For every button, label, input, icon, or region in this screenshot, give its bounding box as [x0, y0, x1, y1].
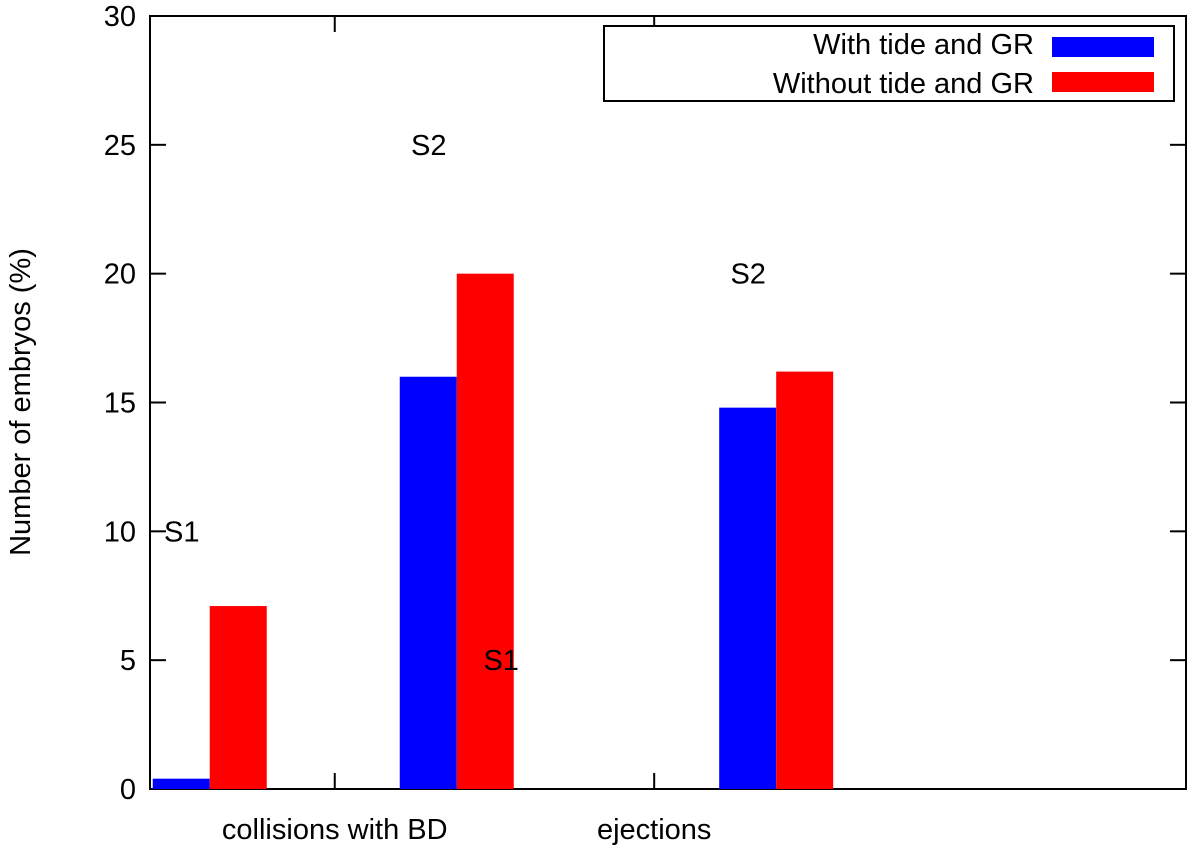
bars: [152, 273, 834, 790]
group-annotation-label: S2: [730, 259, 765, 291]
plot-frame: [149, 15, 1187, 790]
legend-label-series-1: With tide and GR: [813, 29, 1034, 61]
bar-with-tide: [152, 778, 210, 789]
y-tick-label: 30: [104, 1, 136, 33]
legend: With tide and GR Without tide and GR: [603, 25, 1175, 102]
y-tick-label: 10: [104, 516, 136, 548]
bar-without-tide: [776, 371, 834, 789]
x-category-label: collisions with BD: [222, 814, 448, 846]
group-annotation-label: S1: [164, 516, 199, 548]
x-category-label: ejections: [597, 814, 711, 846]
bar-with-tide: [399, 376, 457, 789]
y-tick-label: 15: [104, 388, 136, 420]
legend-swatch-series-1: [1052, 37, 1154, 57]
legend-swatch-series-2: [1052, 72, 1154, 92]
y-tick-label: 5: [120, 645, 136, 677]
group-annotation-label: S1: [483, 645, 518, 677]
group-annotation-label: S2: [411, 130, 446, 162]
y-tick-label: 0: [120, 774, 136, 806]
bar-with-tide: [719, 407, 777, 789]
y-tick-label: 20: [104, 259, 136, 291]
group-annotations: S1 S2 S1 S2: [164, 130, 766, 677]
bar-without-tide: [456, 273, 514, 790]
y-axis-ticks: 0 5 10 15 20 25 30: [104, 1, 1186, 806]
y-axis-label: Number of embryos (%): [5, 248, 37, 556]
x-axis-ticks: collisions with BD ejections: [222, 16, 711, 846]
y-tick-label: 25: [104, 130, 136, 162]
legend-label-series-2: Without tide and GR: [773, 68, 1034, 100]
bar-without-tide: [209, 606, 267, 789]
